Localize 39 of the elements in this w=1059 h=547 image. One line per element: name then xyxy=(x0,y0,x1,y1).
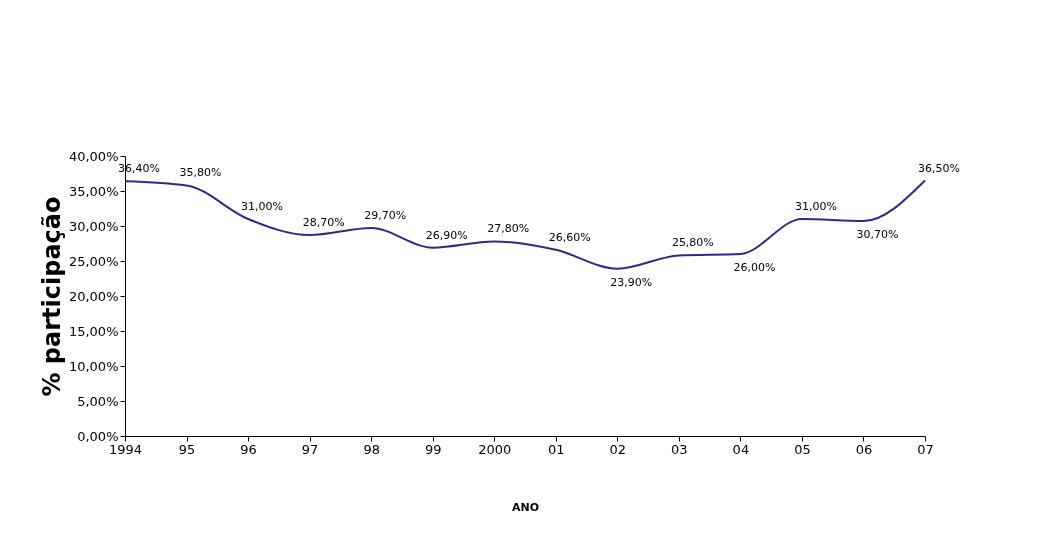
x-tick-label: 97 xyxy=(301,441,319,457)
x-tick-label: 96 xyxy=(240,441,257,457)
x-tick-label: 04 xyxy=(732,441,750,457)
data-label: 26,60% xyxy=(548,230,591,244)
x-tick-label: 05 xyxy=(794,441,811,457)
x-tick-label: 01 xyxy=(548,441,565,457)
x-tick-label: 1994 xyxy=(108,441,143,457)
line-series xyxy=(124,179,926,270)
data-label: 26,00% xyxy=(733,261,776,274)
y-tick-label: 40,00% xyxy=(68,148,119,164)
y-tick-label: 5,00% xyxy=(77,393,119,409)
data-label: 31,00% xyxy=(241,200,284,213)
x-tick-label: 06 xyxy=(855,441,873,457)
data-label: 31,00% xyxy=(794,200,837,213)
x-tick-label: 02 xyxy=(609,441,627,457)
data-label: 23,90% xyxy=(610,275,653,289)
data-label: 28,70% xyxy=(302,216,345,230)
data-label: 27,80% xyxy=(487,222,530,236)
y-tick-label: 0,00% xyxy=(77,428,119,444)
y-tick-label: 25,00% xyxy=(68,253,119,269)
data-label: 36,50% xyxy=(918,161,960,175)
data-label: 25,80% xyxy=(671,236,714,250)
y-tick-label: 30,00% xyxy=(68,218,119,234)
x-tick-label: 98 xyxy=(363,441,380,457)
data-label: 35,80% xyxy=(179,166,222,180)
x-tick-label: 95 xyxy=(178,441,196,457)
data-label: 26,90% xyxy=(425,228,468,242)
data-label: 30,70% xyxy=(856,228,899,242)
x-axis-title: ANO xyxy=(511,500,540,514)
y-tick-label: 10,00% xyxy=(68,358,119,374)
y-tick-label: 35,00% xyxy=(68,183,119,199)
x-tick-label: 99 xyxy=(424,441,442,457)
y-tick-label: 15,00% xyxy=(68,323,119,339)
data-label: 29,70% xyxy=(364,209,407,223)
y-tick-label: 20,00% xyxy=(68,288,119,304)
x-tick-label: 2000 xyxy=(478,441,512,457)
x-tick-label: 03 xyxy=(671,441,688,457)
y-axis-title: % participação xyxy=(37,196,66,397)
x-tick-label: 07 xyxy=(917,441,934,457)
